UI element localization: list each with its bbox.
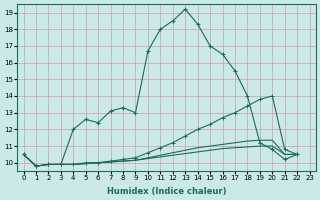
X-axis label: Humidex (Indice chaleur): Humidex (Indice chaleur) xyxy=(107,187,226,196)
